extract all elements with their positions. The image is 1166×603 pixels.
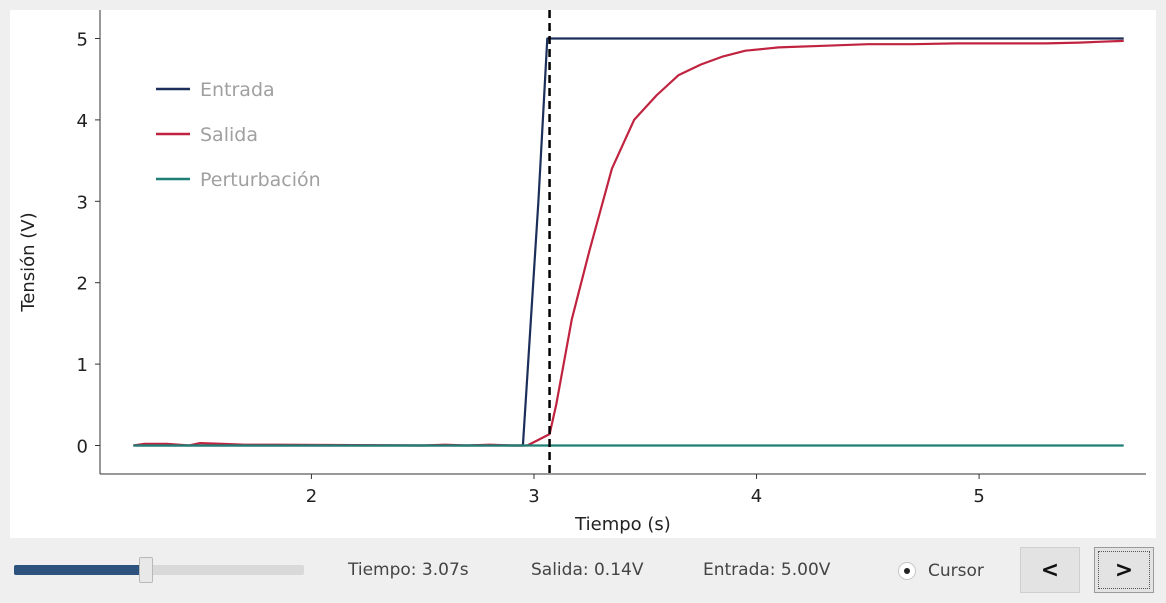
time-slider[interactable] — [14, 557, 304, 583]
radio-button-icon[interactable] — [898, 562, 916, 580]
tiempo-readout: Tiempo: 3.07s — [348, 560, 469, 580]
legend-label: Salida — [200, 124, 258, 146]
cursor-radio[interactable]: Cursor — [898, 558, 984, 584]
plot-panel: 0 1 2 3 4 5 2 3 4 5 Entrada Salida Perturbación Tie… — [10, 10, 1156, 538]
toolbar: Tiempo: 3.07s Salida: 0.14V Entrada: 5.0… — [0, 538, 1166, 603]
y-tick-label: 5 — [77, 29, 88, 50]
x-axis-title: Tiempo (s) — [574, 514, 671, 535]
chart: 0 1 2 3 4 5 2 3 4 5 Entrada Salida Perturbación Tie… — [18, 10, 1146, 535]
radio-dot-icon — [904, 568, 910, 574]
y-tick-label: 0 — [77, 437, 88, 458]
x-tick-label: 2 — [306, 486, 317, 507]
y-tick-label: 2 — [77, 274, 88, 295]
y-tick-label: 4 — [77, 111, 88, 132]
time-slider-handle[interactable] — [138, 557, 153, 583]
salida-readout: Salida: 0.14V — [531, 560, 644, 580]
y-tick-label: 3 — [77, 192, 88, 213]
entrada-readout: Entrada: 5.00V — [703, 560, 831, 580]
time-slider-fill — [14, 565, 139, 575]
x-tick-label: 4 — [751, 486, 762, 507]
y-tick-label: 1 — [77, 355, 88, 376]
legend-label: Perturbación — [200, 169, 321, 191]
legend: Entrada Salida Perturbación — [156, 79, 321, 191]
y-axis-title: Tensión (V) — [18, 212, 39, 312]
axes: 0 1 2 3 4 5 2 3 4 5 — [77, 10, 1146, 507]
series-line-entrada — [133, 37, 1124, 447]
next-button[interactable]: > — [1094, 547, 1154, 593]
x-tick-label: 3 — [528, 486, 539, 507]
cursor-label: Cursor — [928, 561, 984, 581]
legend-label: Entrada — [200, 79, 275, 101]
next-button-label: > — [1114, 557, 1134, 583]
series-line-salida — [133, 39, 1124, 447]
previous-button[interactable]: < — [1020, 547, 1080, 593]
x-tick-label: 5 — [973, 486, 984, 507]
series-layer — [133, 37, 1124, 447]
